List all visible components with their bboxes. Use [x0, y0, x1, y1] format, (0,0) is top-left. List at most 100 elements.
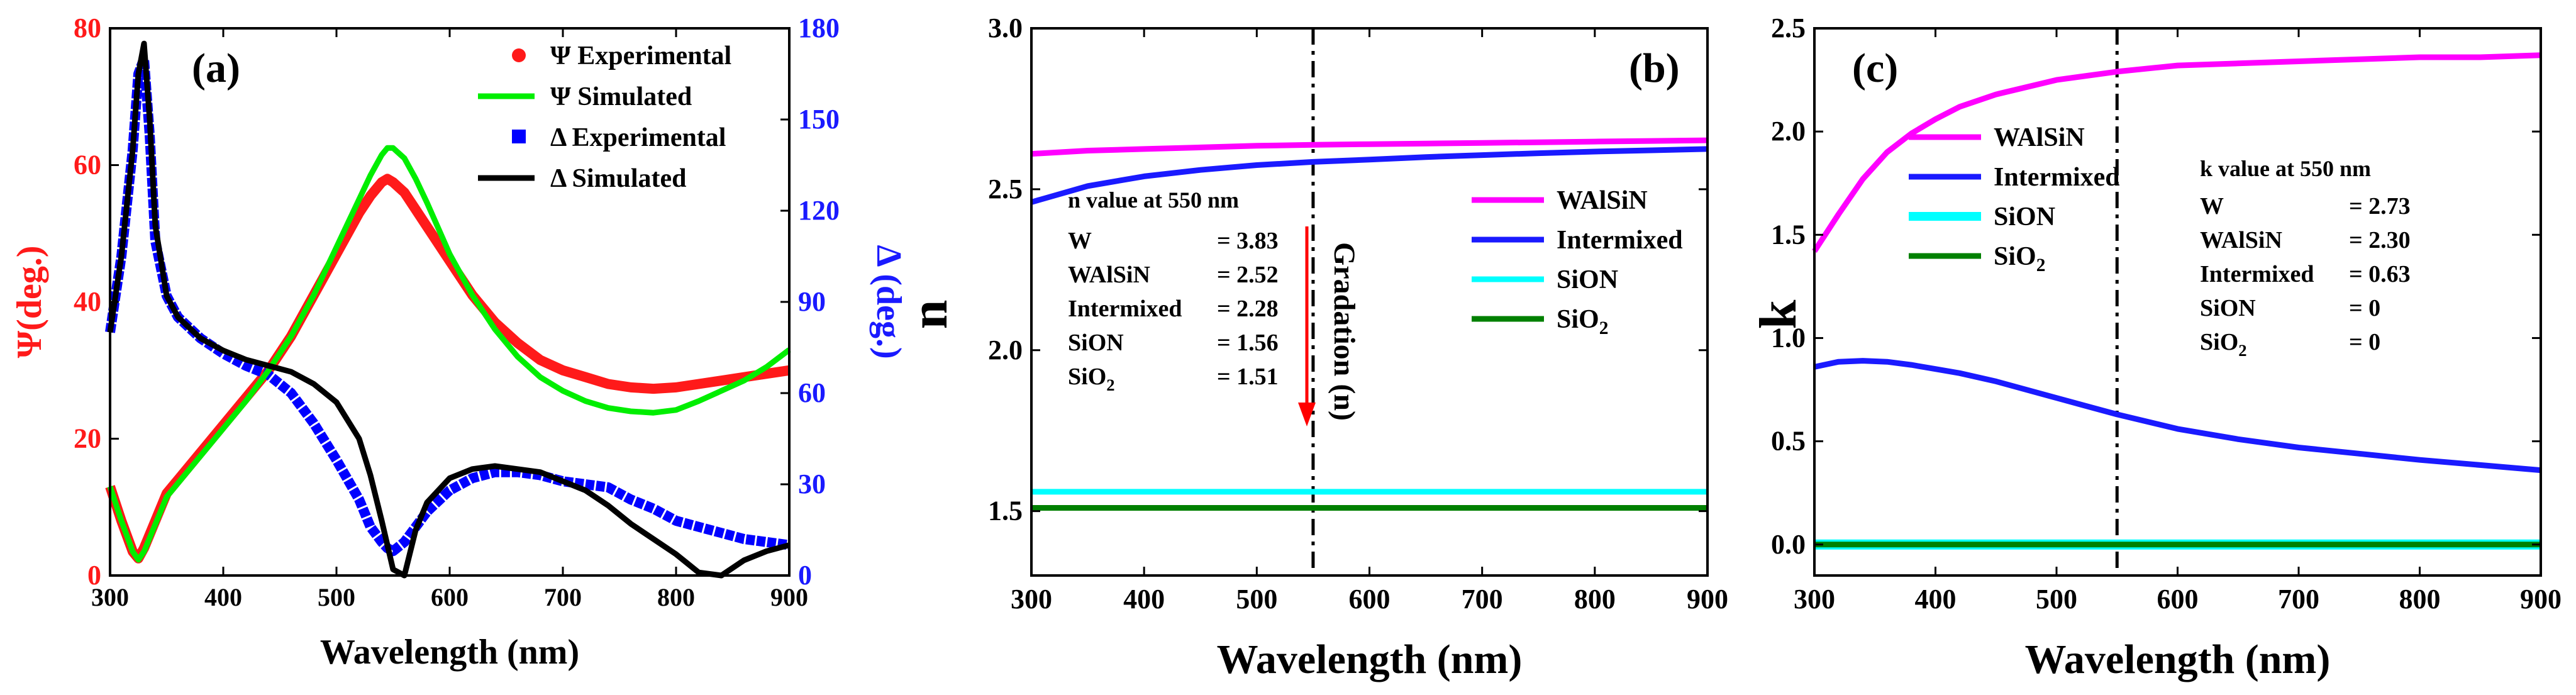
x-axis-label: Wavelength (nm): [2025, 637, 2331, 682]
y-tick-label: 3.0: [988, 13, 1023, 43]
panel-label: (b): [1629, 45, 1680, 91]
info-row-value: = 2.28: [1217, 296, 1279, 322]
y-right-tick-label: 90: [798, 286, 826, 317]
legend-label: Intermixed: [1994, 163, 2120, 192]
y-right-tick-label: 150: [798, 104, 840, 135]
info-row-label: W: [2200, 193, 2224, 220]
info-row-label: Intermixed: [2200, 261, 2314, 287]
x-axis-label: Wavelength (nm): [320, 633, 579, 672]
info-row-value: = 3.83: [1217, 228, 1279, 254]
series-line: [1812, 52, 2541, 253]
y-left-tick-label: 20: [74, 423, 101, 454]
legend-label: SiO2: [1557, 305, 1608, 338]
series-line: [1814, 358, 2541, 474]
y-tick-label: 1.0: [1771, 322, 1806, 353]
gradation-annotation: Gradation (n): [1328, 242, 1361, 421]
info-row-label: SiON: [2200, 295, 2256, 321]
info-row-label: SiO2: [2200, 329, 2247, 360]
info-row-value: = 0.63: [2349, 261, 2411, 287]
info-row-value: = 1.56: [1217, 330, 1279, 356]
x-tick-label: 700: [544, 583, 582, 611]
x-tick-label: 400: [1915, 584, 1957, 614]
legend-marker: [512, 48, 526, 62]
x-tick-label: 800: [657, 583, 695, 611]
info-row-label: SiON: [1068, 330, 1124, 356]
y-left-tick-label: 0: [87, 560, 101, 591]
info-row-label: W: [1068, 228, 1092, 254]
y-right-tick-label: 30: [798, 469, 826, 499]
legend-label: Intermixed: [1557, 226, 1683, 255]
panel-c-chart: 300 400 500 600 700 800 900 0.0 0.5 1.0 1.5 2.0 2.5 W…: [1749, 13, 2562, 682]
x-tick-label: 500: [2036, 584, 2077, 614]
psi-experimental-line: [105, 174, 791, 564]
delta-simulated-line: [107, 40, 791, 579]
y-left-axis-label: Ψ(deg.): [10, 246, 49, 359]
y-left-tick-label: 60: [74, 150, 101, 181]
info-row-value: = 0: [2349, 295, 2380, 321]
y-right-tick-label: 0: [798, 560, 812, 591]
x-tick-label: 900: [2520, 584, 2562, 614]
panel-label: (c): [1852, 45, 1898, 91]
info-row-value: = 1.51: [1217, 364, 1279, 390]
x-tick-label: 600: [2157, 584, 2199, 614]
x-tick-label: 700: [2278, 584, 2319, 614]
y-left-tick-label: 40: [74, 286, 101, 317]
panel-label: (a): [192, 45, 240, 91]
x-tick-label: 300: [91, 583, 129, 611]
panel-b-chart: 300 400 500 600 700 800 900 1.5 2.0 2.5 3.0 Wavelen…: [900, 13, 1728, 682]
legend-label: SiON: [1994, 203, 2055, 231]
series-line: [1030, 146, 1708, 205]
x-tick-label: 900: [770, 583, 808, 611]
x-tick-label: 800: [1574, 584, 1616, 614]
y-axis-label: n: [900, 300, 958, 330]
x-tick-label: 500: [1236, 584, 1277, 614]
x-tick-label: 300: [1011, 584, 1052, 614]
y-tick-label: 2.5: [1771, 13, 1806, 43]
x-tick-label: 700: [1462, 584, 1503, 614]
y-tick-label: 2.0: [1771, 116, 1806, 147]
psi-simulated-line: [107, 145, 791, 563]
legend-label: Δ Experimental: [550, 123, 726, 152]
y-right-tick-label: 120: [798, 195, 840, 226]
y-tick-label: 0.5: [1771, 426, 1806, 457]
plot-frame: [1813, 27, 2542, 577]
info-row-label: WAlSiN: [1068, 262, 1150, 288]
info-row-label: WAlSiN: [2200, 227, 2282, 253]
legend-label: Ψ Simulated: [550, 82, 692, 111]
x-tick-label: 800: [2399, 584, 2441, 614]
y-left-tick-label: 80: [74, 13, 101, 43]
info-title: n value at 550 nm: [1068, 187, 1239, 213]
y-tick-label: 0.0: [1771, 529, 1806, 560]
legend-label: WAlSiN: [1994, 123, 2085, 152]
legend-label: SiON: [1557, 265, 1618, 294]
y-right-tick-label: 60: [798, 377, 826, 408]
panel-a-chart: 300 400 500 600 700 800 9000204060800306090120…: [10, 13, 908, 672]
y-right-axis-label: Δ (deg.): [869, 245, 908, 359]
y-axis-label: k: [1749, 299, 1807, 329]
legend-label: Ψ Experimental: [550, 42, 731, 70]
series-line: [1031, 137, 1708, 157]
y-tick-label: 2.5: [988, 174, 1023, 204]
legend-label: Δ Simulated: [550, 164, 687, 193]
y-right-tick-label: 180: [798, 13, 840, 43]
y-tick-label: 1.5: [1771, 219, 1806, 250]
y-tick-label: 2.0: [988, 335, 1023, 365]
legend-label: SiO2: [1994, 242, 2045, 275]
x-tick-label: 300: [1794, 584, 1835, 614]
info-row-value: = 2.30: [2349, 227, 2411, 253]
x-tick-label: 500: [318, 583, 355, 611]
x-tick-label: 400: [1123, 584, 1165, 614]
y-tick-label: 1.5: [988, 496, 1023, 526]
legend-marker: [512, 130, 526, 143]
info-row-label: Intermixed: [1068, 296, 1182, 322]
info-row-value: = 0: [2349, 329, 2380, 355]
x-tick-label: 600: [431, 583, 469, 611]
x-tick-label: 900: [1687, 584, 1728, 614]
x-axis-label: Wavelength (nm): [1217, 637, 1523, 682]
x-tick-label: 400: [204, 583, 242, 611]
gradation-arrow-head: [1298, 403, 1316, 426]
info-row-value: = 2.52: [1217, 262, 1279, 288]
x-tick-label: 600: [1349, 584, 1391, 614]
info-row-label: SiO2: [1068, 364, 1115, 394]
